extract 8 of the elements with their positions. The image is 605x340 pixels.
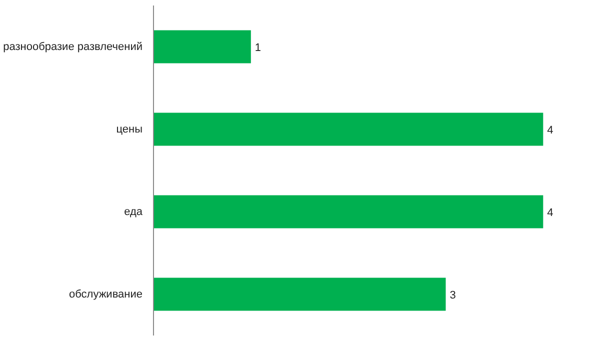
data-label: 1 [254, 42, 262, 54]
y-tick-label: цены [116, 123, 143, 136]
data-label: 4 [547, 206, 554, 219]
data-label: 3 [450, 289, 456, 302]
y-tick-label: обслуживание [68, 288, 142, 300]
y-tick-label: разнообразие развлечений [3, 40, 143, 53]
data-label: 4 [547, 124, 554, 136]
y-tick-label: еда [124, 206, 144, 218]
